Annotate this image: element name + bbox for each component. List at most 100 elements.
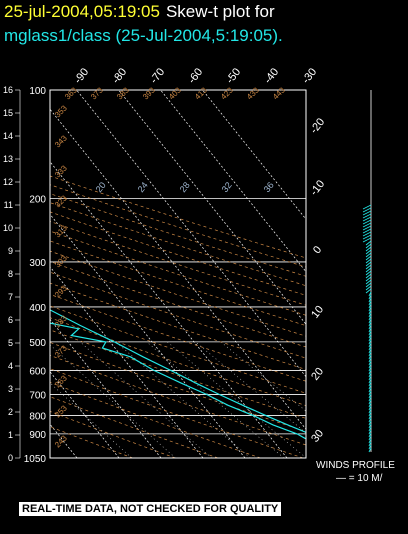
dry-adiabat-label: 353 xyxy=(53,103,69,119)
wind-barb xyxy=(368,396,372,402)
height-tick-label: 5 xyxy=(8,338,13,348)
wind-barb xyxy=(368,423,372,429)
dry-adiabat-label: 443 xyxy=(271,85,287,101)
wind-barb xyxy=(368,375,372,381)
winds-profile-label: WINDS PROFILE xyxy=(316,460,395,471)
mixing-ratio-label: 20 xyxy=(94,180,108,194)
chart-subtitle: mglass1/class (25-Jul-2004,5:19:05). xyxy=(4,26,283,45)
height-tick-label: 3 xyxy=(8,384,13,394)
dry-adiabat-line xyxy=(50,426,133,458)
wind-barb xyxy=(368,291,372,297)
isotherm-tick-label: -70 xyxy=(148,66,167,86)
dry-adiabat-label: 413 xyxy=(193,85,209,101)
wind-barb xyxy=(365,249,372,255)
wind-barb xyxy=(368,444,372,450)
dry-adiabat-line xyxy=(50,354,306,446)
dry-adiabat-label: 423 xyxy=(219,85,235,101)
wind-barb xyxy=(365,252,372,258)
dry-adiabat-line xyxy=(50,396,219,458)
mixing-ratio-line xyxy=(167,341,306,458)
wind-barb xyxy=(368,405,372,411)
wind-barb xyxy=(368,438,372,444)
dry-adiabat-label: 363 xyxy=(63,85,79,101)
height-tick-label: 6 xyxy=(8,315,13,325)
height-tick-label: 2 xyxy=(8,407,13,417)
dry-adiabat-label: 403 xyxy=(167,85,183,101)
dry-adiabat-line xyxy=(50,230,306,316)
dry-adiabat-label: 263 xyxy=(53,373,69,389)
mixing-ratio-label: 24 xyxy=(136,180,150,194)
isotherm-tick-label: 0 xyxy=(311,244,324,256)
pressure-tick-label: 800 xyxy=(29,411,46,422)
isotherm-tick-label: -80 xyxy=(110,66,129,86)
dry-adiabat-line xyxy=(50,184,306,268)
isotherm-tick-label: -10 xyxy=(308,178,327,198)
dry-adiabat-label: 343 xyxy=(53,133,69,149)
dry-adiabat-line xyxy=(50,221,306,306)
wind-barb xyxy=(365,282,372,288)
wind-barb xyxy=(368,381,372,387)
isotherm-line xyxy=(50,266,204,458)
wind-barb xyxy=(368,309,372,315)
wind-barb xyxy=(368,327,372,333)
wind-barb xyxy=(368,351,372,357)
wind-barb xyxy=(368,318,372,324)
isotherm-tick-label: -30 xyxy=(300,66,319,86)
wind-barb xyxy=(362,207,372,213)
wind-barb xyxy=(368,330,372,336)
wind-barb xyxy=(368,435,372,441)
wind-barb xyxy=(368,357,372,363)
isotherm-tick-label: -90 xyxy=(72,66,91,86)
wind-barb xyxy=(368,339,372,345)
mixing-ratio-line xyxy=(220,341,306,412)
wind-barb xyxy=(368,366,372,372)
wind-barb xyxy=(368,369,372,375)
wind-barb xyxy=(368,315,372,321)
wind-barb xyxy=(362,228,372,234)
wind-barb xyxy=(368,393,372,399)
wind-barb xyxy=(368,297,372,303)
wind-barb xyxy=(368,447,372,453)
isotherm-line xyxy=(118,90,306,325)
wind-barb xyxy=(365,267,372,273)
mixing-ratio-label: 36 xyxy=(262,180,276,194)
isotherm-tick-label: -50 xyxy=(224,66,243,86)
temperature-profile-line xyxy=(50,309,306,434)
height-tick-label: 9 xyxy=(8,246,13,256)
wind-barb xyxy=(368,300,372,306)
wind-barb xyxy=(368,342,372,348)
dry-adiabat-label: 303 xyxy=(53,253,69,269)
height-tick-label: 1 xyxy=(8,430,13,440)
wind-barb xyxy=(368,414,372,420)
wind-barb xyxy=(368,441,372,447)
wind-barb xyxy=(368,426,372,432)
wind-barb xyxy=(365,279,372,285)
isotherm-tick-label: 20 xyxy=(309,366,326,383)
dry-adiabat-label: 333 xyxy=(53,163,69,179)
mixing-ratio-line xyxy=(79,341,212,458)
wind-barb xyxy=(362,234,372,240)
isotherm-tick-label: 10 xyxy=(309,304,326,321)
wind-barb xyxy=(365,270,372,276)
wind-barb xyxy=(362,216,372,222)
wind-barb xyxy=(368,408,372,414)
wind-barb xyxy=(368,402,372,408)
wind-barb xyxy=(368,345,372,351)
wind-barb xyxy=(365,243,372,249)
wind-barb xyxy=(365,258,372,264)
dry-adiabat-label: 383 xyxy=(115,85,131,101)
quality-warning: REAL-TIME DATA, NOT CHECKED FOR QUALITY xyxy=(19,502,282,516)
wind-barb xyxy=(368,303,372,309)
wind-barb xyxy=(365,255,372,261)
pressure-tick-label: 600 xyxy=(29,366,46,377)
height-tick-label: 12 xyxy=(3,177,13,187)
wind-barb xyxy=(362,231,372,237)
plot-frame xyxy=(49,89,307,459)
dry-adiabat-label: 373 xyxy=(89,85,105,101)
wind-barb xyxy=(365,285,372,291)
wind-barb xyxy=(362,225,372,231)
dry-adiabat-label: 393 xyxy=(141,85,157,101)
wind-barb xyxy=(368,411,372,417)
wind-barb xyxy=(368,372,372,378)
isotherm-tick-label: -20 xyxy=(308,116,327,136)
